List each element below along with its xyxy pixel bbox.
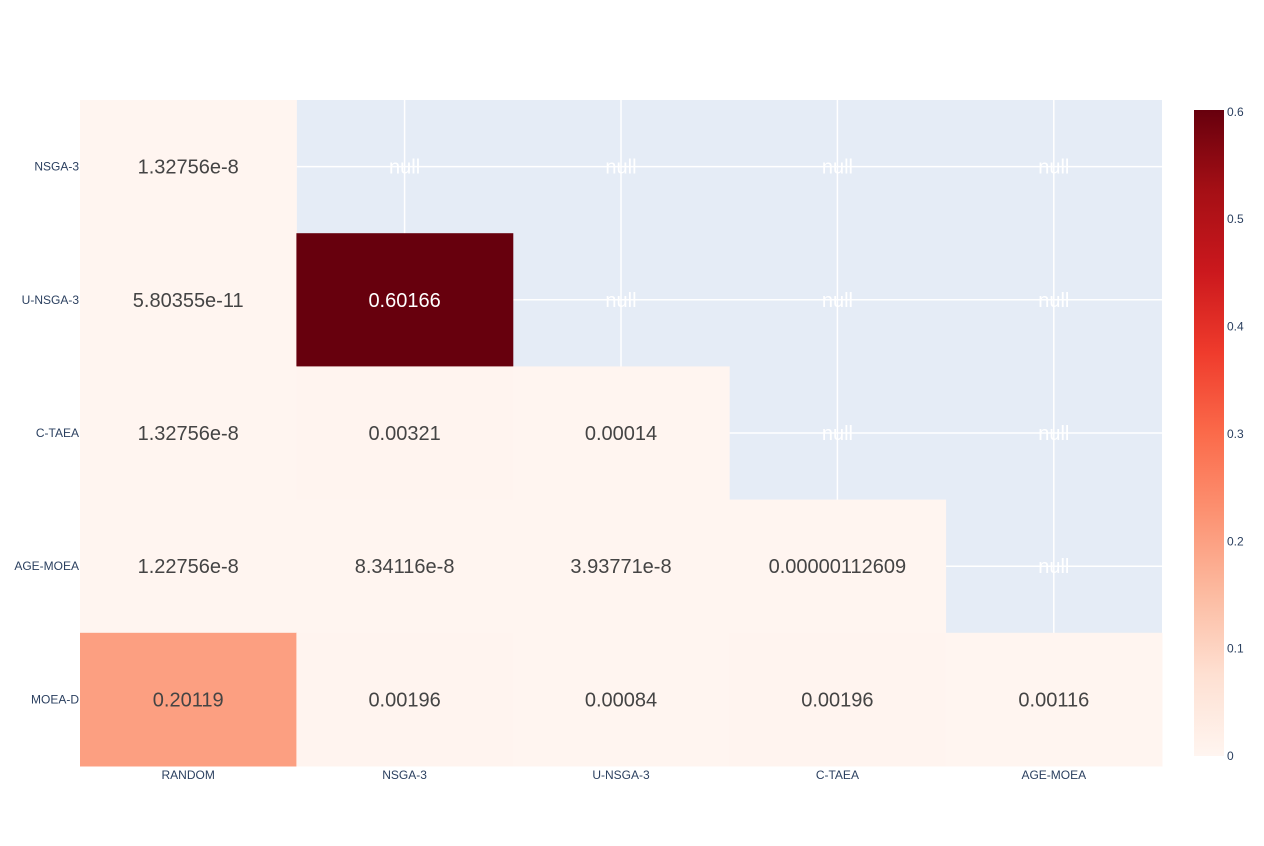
heatmap-cell bbox=[729, 632, 947, 767]
cell-value-label: 0.00014 bbox=[585, 423, 657, 445]
heatmap-cell bbox=[296, 632, 514, 767]
heatmap-cell bbox=[80, 233, 297, 367]
colorbar-gradient bbox=[1194, 110, 1224, 756]
colorbar-tick-label: 0 bbox=[1227, 749, 1234, 763]
colorbar-tick-label: 0.5 bbox=[1227, 212, 1244, 226]
x-tick-label: AGE-MOEA bbox=[1021, 768, 1086, 782]
y-tick-label: NSGA-3 bbox=[34, 160, 79, 174]
cell-value-label: 0.60166 bbox=[368, 290, 440, 312]
x-tick-label: C-TAEA bbox=[816, 768, 859, 782]
cell-value-label: null bbox=[1038, 423, 1069, 445]
heatmap-cells: 1.32756e-8 null null null null 5.80355e-11 0.6… bbox=[80, 100, 1163, 767]
cell-value-label: 3.93771e-8 bbox=[570, 556, 671, 578]
cell-value-label: 0.00196 bbox=[368, 689, 440, 711]
cell-value-label: 0.00000112609 bbox=[769, 556, 907, 578]
heatmap-cell bbox=[296, 499, 514, 634]
x-tick-label: RANDOM bbox=[162, 768, 215, 782]
colorbar-tick-label: 0.1 bbox=[1227, 642, 1244, 656]
cell-value-label: 0.00116 bbox=[1018, 689, 1089, 711]
y-tick-label: C-TAEA bbox=[36, 426, 79, 440]
heatmap-cell bbox=[80, 632, 297, 767]
x-axis: RANDOM NSGA-3 U-NSGA-3 C-TAEA AGE-MOEA bbox=[162, 768, 1087, 782]
cell-value-label: null bbox=[605, 290, 636, 312]
cell-value-label: null bbox=[1038, 290, 1069, 312]
cell-value-label: 5.80355e-11 bbox=[133, 290, 244, 312]
cell-value-label: null bbox=[822, 157, 853, 179]
heatmap-cell bbox=[80, 100, 297, 234]
cell-value-label: 1.32756e-8 bbox=[138, 157, 239, 179]
x-tick-label: NSGA-3 bbox=[382, 768, 427, 782]
cell-value-label: null bbox=[1038, 556, 1069, 578]
colorbar-tick-label: 0.6 bbox=[1227, 105, 1244, 119]
cell-value-label: 0.20119 bbox=[153, 689, 224, 711]
colorbar: 0 0.1 0.2 0.3 0.4 0.5 0.6 bbox=[1194, 105, 1244, 763]
cell-value-label: null bbox=[605, 157, 636, 179]
y-tick-label: U-NSGA-3 bbox=[22, 293, 80, 307]
heatmap-cell bbox=[512, 366, 730, 501]
cell-value-label: 8.34116e-8 bbox=[355, 556, 455, 578]
cell-value-label: 1.22756e-8 bbox=[138, 556, 239, 578]
cell-value-label: null bbox=[822, 423, 853, 445]
colorbar-tick-label: 0.3 bbox=[1227, 427, 1244, 441]
heatmap-cell bbox=[729, 499, 947, 634]
heatmap-cell bbox=[296, 366, 514, 501]
heatmap-cell bbox=[512, 632, 730, 767]
x-tick-label: U-NSGA-3 bbox=[592, 768, 650, 782]
y-axis: NSGA-3 U-NSGA-3 C-TAEA AGE-MOEA MOEA-D bbox=[14, 160, 79, 707]
colorbar-tick-label: 0.4 bbox=[1227, 320, 1244, 334]
heatmap-cell bbox=[945, 632, 1163, 767]
cell-value-label: 0.00084 bbox=[585, 689, 657, 711]
heatmap-cell bbox=[80, 499, 297, 634]
y-tick-label: AGE-MOEA bbox=[14, 559, 79, 573]
heatmap-cell bbox=[296, 233, 514, 367]
heatmap-cell bbox=[512, 499, 730, 634]
heatmap-cell bbox=[80, 366, 297, 501]
cell-value-label: 0.00321 bbox=[368, 423, 440, 445]
cell-value-label: null bbox=[1038, 157, 1069, 179]
cell-value-label: null bbox=[822, 290, 853, 312]
cell-value-label: 1.32756e-8 bbox=[138, 423, 239, 445]
cell-value-label: null bbox=[389, 157, 420, 179]
y-tick-label: MOEA-D bbox=[31, 692, 79, 706]
cell-value-label: 0.00196 bbox=[801, 689, 873, 711]
colorbar-tick-label: 0.2 bbox=[1227, 534, 1244, 548]
